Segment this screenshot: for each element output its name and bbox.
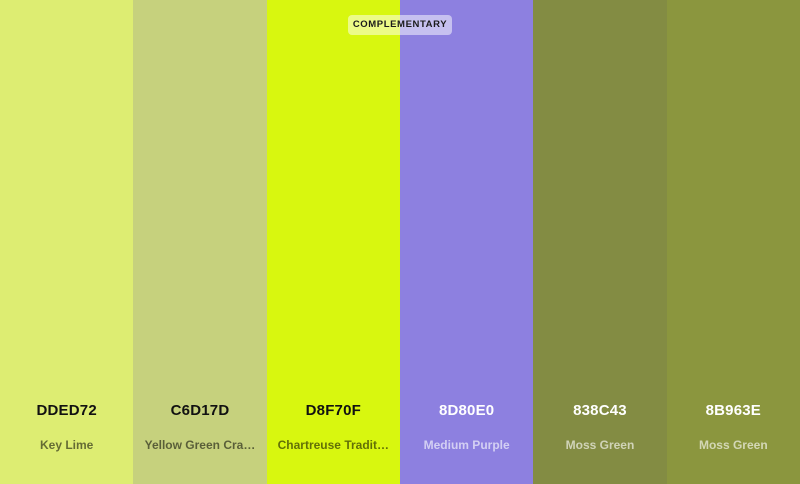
hex-code[interactable]: D8F70F [305,402,362,419]
palette-type-badge[interactable]: COMPLEMENTARY [348,15,452,35]
swatch-key-lime[interactable]: DDED72 Key Lime [0,0,134,484]
hex-code[interactable]: 838C43 [573,402,627,419]
color-name: Moss Green [698,438,768,452]
color-name: Medium Purple [423,438,510,452]
swatch-yellow-green-crayola[interactable]: C6D17D Yellow Green Cra… [133,0,267,484]
swatch-moss-green-2[interactable]: 8B963E Moss Green [666,0,800,484]
hex-code[interactable]: DDED72 [36,402,97,419]
color-name: Chartreuse Tradit… [277,438,389,452]
hex-code[interactable]: 8B963E [705,402,762,419]
swatch-chartreuse-traditional[interactable]: D8F70F Chartreuse Tradit… [266,0,400,484]
color-name: Key Lime [39,438,94,452]
swatch-moss-green[interactable]: 838C43 Moss Green [533,0,667,484]
hex-code[interactable]: 8D80E0 [438,402,495,419]
color-name: Yellow Green Cra… [144,438,256,452]
swatch-medium-purple[interactable]: 8D80E0 Medium Purple [399,0,534,484]
color-name: Moss Green [565,438,635,452]
hex-code[interactable]: C6D17D [170,402,230,419]
